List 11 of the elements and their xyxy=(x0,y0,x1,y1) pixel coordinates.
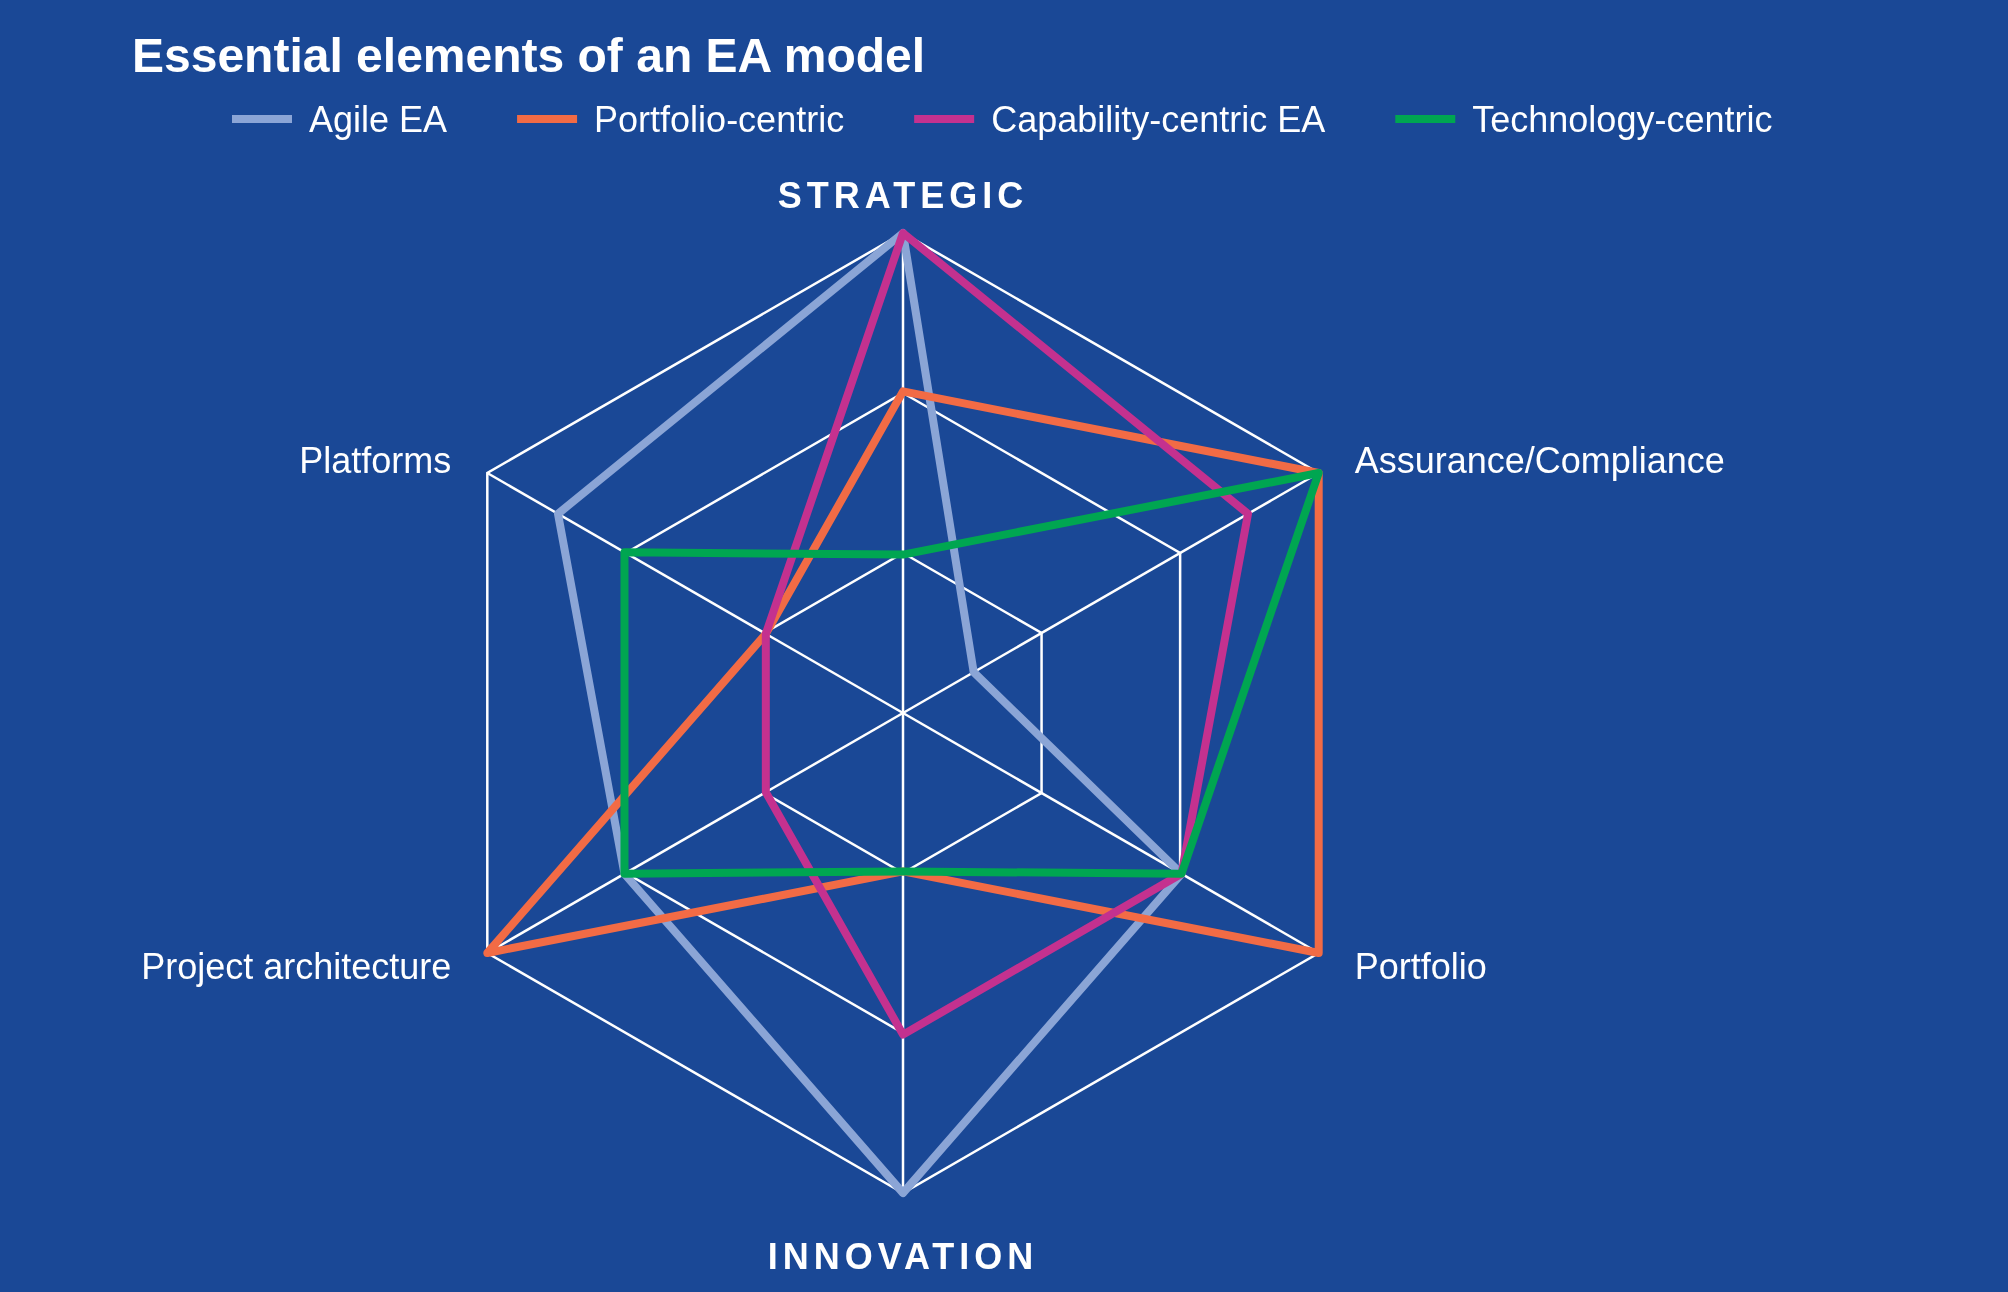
spoke-label: Project architecture xyxy=(141,945,452,987)
legend-label: Capability-centric EA xyxy=(991,98,1326,140)
legend-label: Agile EA xyxy=(309,98,448,140)
spoke-label: STRATEGIC xyxy=(777,175,1029,216)
spoke-label: Platforms xyxy=(299,439,452,481)
spoke-label: INNOVATION xyxy=(767,1236,1039,1278)
legend-label: Portfolio-centric xyxy=(594,98,845,140)
spoke-label: Assurance/Compliance xyxy=(1354,439,1725,481)
legend-label: Technology-centric xyxy=(1472,98,1773,140)
chart-title: Essential elements of an EA model xyxy=(132,29,926,82)
spoke-label: Portfolio xyxy=(1354,945,1487,987)
